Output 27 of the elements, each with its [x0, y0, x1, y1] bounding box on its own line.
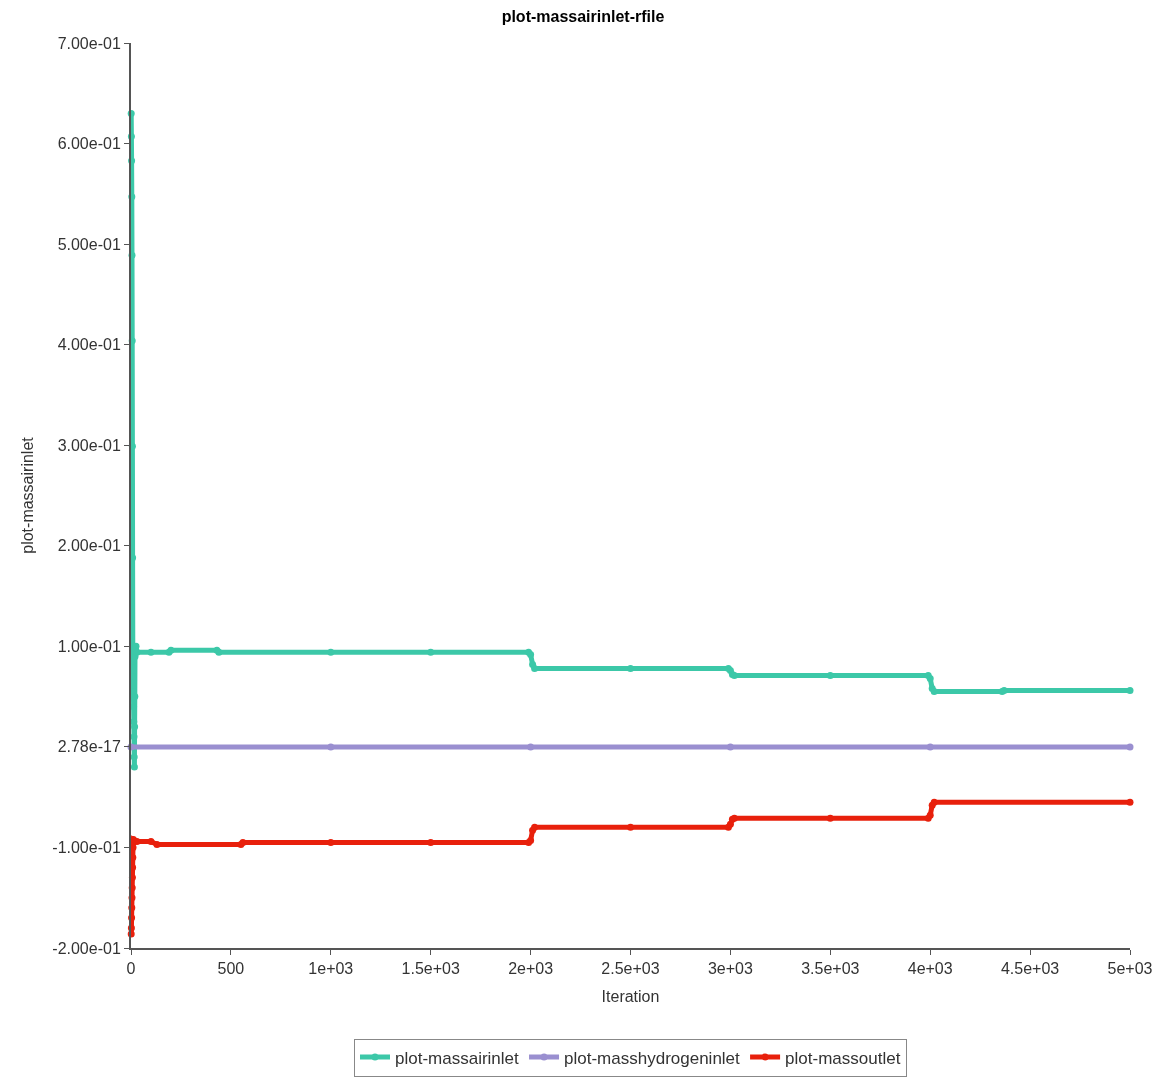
- x-tick-label: 5e+03: [1107, 960, 1153, 978]
- y-tick-label: 5.00e-01: [57, 235, 121, 253]
- x-tick-label: 2e+03: [508, 960, 554, 978]
- x-tick-label: 2.5e+03: [601, 960, 660, 978]
- x-tick-label: 3.5e+03: [801, 960, 860, 978]
- x-tick-label: 4e+03: [907, 960, 953, 978]
- x-tick-label: 4.5e+03: [1000, 960, 1060, 978]
- y-tick-label: 2.00e-01: [57, 537, 121, 555]
- y-tick-label: 7.00e-01: [57, 34, 121, 52]
- y-tick-label: -1.00e-01: [52, 839, 121, 857]
- x-tick-label: 500: [217, 960, 245, 978]
- y-tick-label: 3.00e-01: [57, 436, 121, 454]
- y-tick-label: 2.78e-17: [57, 738, 121, 756]
- x-tick-label: 0: [126, 960, 136, 978]
- y-tick-label: 6.00e-01: [57, 135, 121, 153]
- legend-label: plot-massoutlet: [785, 1048, 901, 1068]
- y-axis-title: plot-massairinlet: [18, 436, 36, 554]
- x-tick-label: 3e+03: [707, 960, 753, 978]
- legend-label: plot-masshydrogeninlet: [564, 1048, 741, 1068]
- legend-label: plot-massairinlet: [395, 1048, 520, 1068]
- y-tick-label: 1.00e-01: [57, 637, 121, 655]
- x-tick-label: 1e+03: [308, 960, 354, 978]
- y-tick-label: -2.00e-01: [52, 939, 121, 957]
- chart-title: plot-massairinlet-rfile: [501, 8, 665, 26]
- x-axis-title: Iteration: [601, 988, 660, 1006]
- y-tick-label: 4.00e-01: [57, 336, 121, 354]
- x-tick-label: 1.5e+03: [401, 960, 460, 978]
